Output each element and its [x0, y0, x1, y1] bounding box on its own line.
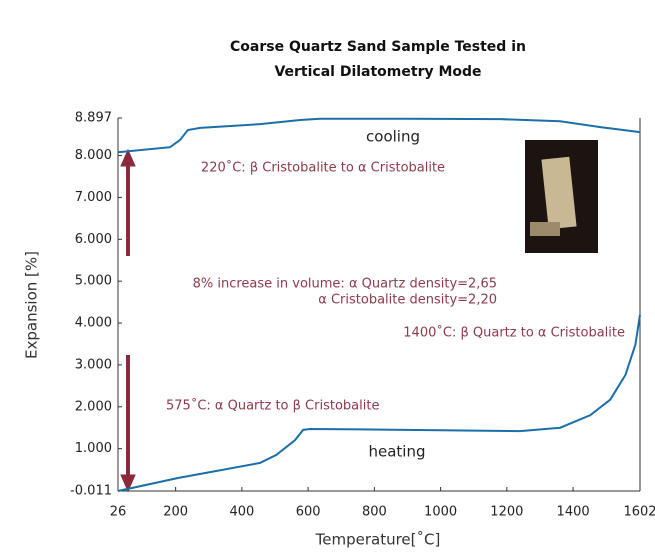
x-tick-label: 1200	[490, 505, 523, 520]
y-axis-label: Expansion [%]	[23, 251, 41, 359]
x-axis-label: Temperature[˚C]	[315, 531, 441, 549]
series-line	[117, 117, 641, 154]
x-tick-label: 600	[296, 505, 321, 520]
y-tick-label: 4.000	[75, 316, 112, 331]
x-tick-label: 1400	[557, 505, 590, 520]
y-tick-label: 6.000	[75, 232, 112, 247]
y-tick-label: -0.011	[70, 484, 112, 499]
annotation: 1400˚C: β Quartz to α Cristobalite	[403, 325, 625, 341]
chart-title: Vertical Dilatometry Mode	[274, 64, 481, 80]
series-line	[117, 314, 641, 492]
y-tick-label: 1.000	[75, 441, 112, 456]
x-tick-label: 200	[163, 505, 188, 520]
annotation: 8% increase in volume: α Quartz density=…	[193, 277, 497, 292]
y-tick-label: 8.000	[75, 148, 112, 163]
chart-title: Coarse Quartz Sand Sample Tested in	[230, 39, 526, 55]
x-tick-label: 400	[229, 505, 254, 520]
annotation: 575˚C: α Quartz to β Cristobalite	[166, 398, 379, 414]
y-tick-label: 8.897	[75, 111, 112, 126]
series-label: heating	[368, 443, 425, 461]
y-tick-label: 3.000	[75, 357, 112, 372]
arrows	[120, 148, 136, 493]
y-tick-label: 2.000	[75, 399, 112, 414]
x-tick-label: 26	[110, 505, 127, 520]
photo	[525, 140, 598, 253]
y-tick-label: 7.000	[75, 190, 112, 205]
annotation: α Cristobalite density=2,20	[318, 293, 497, 308]
y-tick-label: 5.000	[75, 274, 112, 289]
annotation: 220˚C: β Cristobalite to α Cristobalite	[201, 160, 445, 176]
x-tick-label: 800	[362, 505, 387, 520]
series-label: cooling	[366, 128, 420, 146]
x-tick-label: 1000	[424, 505, 457, 520]
x-tick-label: 1602	[623, 505, 655, 520]
